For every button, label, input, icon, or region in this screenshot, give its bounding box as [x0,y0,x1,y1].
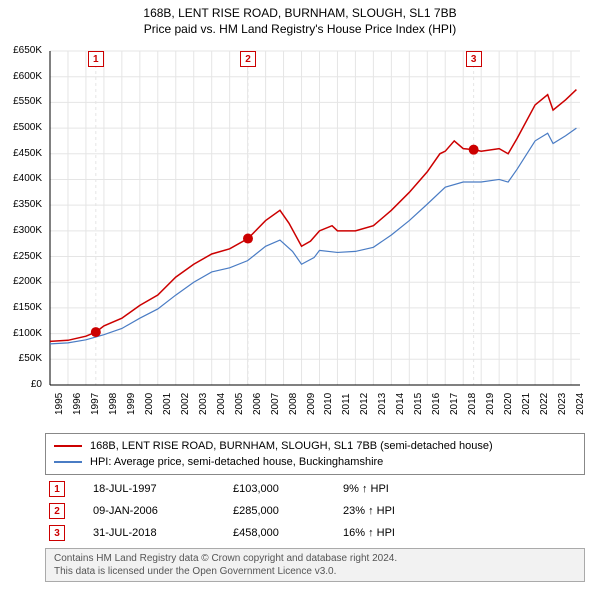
chart-svg [45,48,585,403]
legend-label-hpi: HPI: Average price, semi-detached house,… [90,456,383,468]
title-subtitle: Price paid vs. HM Land Registry's House … [0,22,600,36]
point-pct: 9% ↑ HPI [343,483,463,495]
y-tick-label: £0 [2,379,42,390]
y-tick-label: £50K [2,353,42,364]
y-tick-label: £500K [2,122,42,133]
footer-box: Contains HM Land Registry data © Crown c… [45,548,585,582]
point-badge: 1 [49,481,65,497]
x-tick-label: 2004 [216,393,227,415]
x-tick-label: 2005 [234,393,245,415]
x-tick-label: 2020 [503,393,514,415]
legend-box: 168B, LENT RISE ROAD, BURNHAM, SLOUGH, S… [45,433,585,475]
y-tick-label: £350K [2,199,42,210]
chart-area [45,48,585,403]
points-row-2: 209-JAN-2006£285,00023% ↑ HPI [45,500,585,522]
chart-container: 168B, LENT RISE ROAD, BURNHAM, SLOUGH, S… [0,0,600,590]
x-tick-label: 2018 [467,393,478,415]
x-tick-label: 2014 [395,393,406,415]
legend-swatch-price [54,445,82,447]
sale-badge-3: 3 [466,51,482,67]
legend-swatch-hpi [54,461,82,463]
x-tick-label: 1996 [72,393,83,415]
y-tick-label: £600K [2,71,42,82]
x-tick-label: 2023 [557,393,568,415]
point-date: 31-JUL-2018 [65,527,233,539]
x-tick-label: 1998 [108,393,119,415]
point-price: £458,000 [233,527,343,539]
x-tick-label: 2021 [521,393,532,415]
x-tick-label: 1997 [90,393,101,415]
point-pct: 23% ↑ HPI [343,505,463,517]
points-table: 118-JUL-1997£103,0009% ↑ HPI209-JAN-2006… [45,478,585,544]
x-tick-label: 2001 [162,393,173,415]
point-badge: 2 [49,503,65,519]
x-tick-label: 2010 [323,393,334,415]
footer-line2: This data is licensed under the Open Gov… [54,565,576,578]
point-date: 18-JUL-1997 [65,483,233,495]
x-tick-label: 2002 [180,393,191,415]
x-tick-label: 1999 [126,393,137,415]
legend-row-hpi: HPI: Average price, semi-detached house,… [54,454,576,470]
y-tick-label: £650K [2,45,42,56]
x-tick-label: 2019 [485,393,496,415]
x-tick-label: 2012 [359,393,370,415]
point-pct: 16% ↑ HPI [343,527,463,539]
y-tick-label: £250K [2,251,42,262]
x-tick-label: 1995 [54,393,65,415]
y-tick-label: £200K [2,276,42,287]
points-row-3: 331-JUL-2018£458,00016% ↑ HPI [45,522,585,544]
y-tick-label: £300K [2,225,42,236]
sale-badge-1: 1 [88,51,104,67]
footer-line1: Contains HM Land Registry data © Crown c… [54,552,576,565]
x-tick-label: 2007 [270,393,281,415]
y-tick-label: £450K [2,148,42,159]
x-tick-label: 2008 [288,393,299,415]
legend-row-price: 168B, LENT RISE ROAD, BURNHAM, SLOUGH, S… [54,438,576,454]
x-tick-label: 2000 [144,393,155,415]
x-tick-label: 2024 [575,393,586,415]
y-tick-label: £400K [2,173,42,184]
point-date: 09-JAN-2006 [65,505,233,517]
sale-badge-2: 2 [240,51,256,67]
y-tick-label: £550K [2,96,42,107]
y-tick-label: £100K [2,328,42,339]
x-tick-label: 2011 [341,393,352,415]
legend-label-price: 168B, LENT RISE ROAD, BURNHAM, SLOUGH, S… [90,440,493,452]
y-tick-label: £150K [2,302,42,313]
x-tick-label: 2022 [539,393,550,415]
x-tick-label: 2015 [413,393,424,415]
point-price: £285,000 [233,505,343,517]
x-tick-label: 2017 [449,393,460,415]
title-block: 168B, LENT RISE ROAD, BURNHAM, SLOUGH, S… [0,0,600,36]
point-price: £103,000 [233,483,343,495]
title-address: 168B, LENT RISE ROAD, BURNHAM, SLOUGH, S… [0,6,600,20]
x-tick-label: 2013 [377,393,388,415]
x-tick-label: 2006 [252,393,263,415]
x-tick-label: 2009 [306,393,317,415]
x-tick-label: 2016 [431,393,442,415]
points-row-1: 118-JUL-1997£103,0009% ↑ HPI [45,478,585,500]
x-tick-label: 2003 [198,393,209,415]
point-badge: 3 [49,525,65,541]
